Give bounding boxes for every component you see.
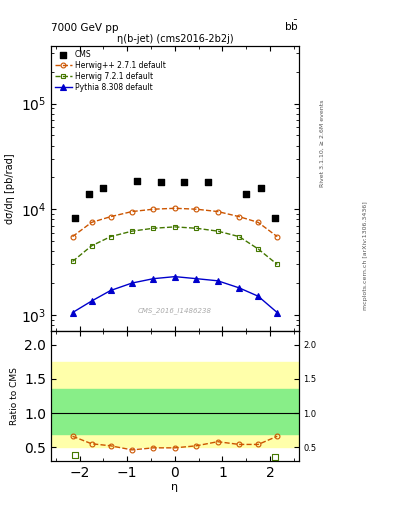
Herwig 7.2.1 default — [256, 246, 261, 252]
Pythia 8.308 default — [89, 298, 94, 304]
CMS — [86, 189, 92, 198]
Herwig++ 2.7.1 default — [151, 206, 156, 212]
Herwig 7.2.1 default — [237, 233, 242, 240]
CMS — [158, 178, 164, 186]
Pythia 8.308 default — [275, 310, 279, 316]
Herwig 7.2.1 default — [70, 259, 75, 265]
Herwig++ 2.7.1 default — [89, 219, 94, 225]
Pythia 8.308 default — [194, 275, 199, 282]
Herwig++ 2.7.1 default — [173, 205, 177, 211]
Pythia 8.308 default — [130, 280, 134, 286]
Text: Rivet 3.1.10, ≥ 2.6M events: Rivet 3.1.10, ≥ 2.6M events — [320, 100, 325, 187]
Point — [272, 453, 278, 461]
Line: Pythia 8.308 default: Pythia 8.308 default — [70, 274, 280, 315]
Herwig++ 2.7.1 default — [215, 208, 220, 215]
Line: Herwig 7.2.1 default: Herwig 7.2.1 default — [70, 224, 280, 267]
Bar — [51, 389, 299, 434]
CMS — [205, 178, 211, 186]
Herwig 7.2.1 default — [194, 225, 199, 231]
Bar — [51, 362, 299, 447]
Herwig++ 2.7.1 default — [130, 208, 134, 215]
Pythia 8.308 default — [256, 293, 261, 300]
CMS — [100, 183, 107, 191]
Herwig++ 2.7.1 default — [275, 233, 279, 240]
Text: CMS_2016_I1486238: CMS_2016_I1486238 — [138, 307, 212, 314]
CMS — [72, 214, 78, 222]
Herwig 7.2.1 default — [151, 225, 156, 231]
Text: mcplots.cern.ch [arXiv:1306.3436]: mcplots.cern.ch [arXiv:1306.3436] — [363, 202, 368, 310]
Pythia 8.308 default — [108, 287, 113, 293]
Herwig 7.2.1 default — [173, 224, 177, 230]
Y-axis label: Ratio to CMS: Ratio to CMS — [10, 367, 19, 425]
Text: b$\bar{\mathrm{b}}$: b$\bar{\mathrm{b}}$ — [284, 19, 299, 33]
CMS — [243, 189, 250, 198]
Herwig 7.2.1 default — [130, 228, 134, 234]
Herwig++ 2.7.1 default — [256, 219, 261, 225]
Pythia 8.308 default — [151, 275, 156, 282]
Herwig 7.2.1 default — [215, 228, 220, 234]
CMS — [134, 177, 140, 185]
CMS — [181, 178, 187, 186]
CMS — [257, 183, 264, 191]
Pythia 8.308 default — [173, 273, 177, 280]
Herwig++ 2.7.1 default — [237, 214, 242, 220]
Pythia 8.308 default — [70, 310, 75, 316]
Herwig++ 2.7.1 default — [108, 214, 113, 220]
Herwig 7.2.1 default — [89, 243, 94, 249]
Point — [72, 451, 78, 459]
X-axis label: η: η — [171, 482, 178, 493]
Pythia 8.308 default — [215, 278, 220, 284]
Herwig++ 2.7.1 default — [194, 206, 199, 212]
Pythia 8.308 default — [237, 285, 242, 291]
Herwig 7.2.1 default — [108, 233, 113, 240]
Line: Herwig++ 2.7.1 default: Herwig++ 2.7.1 default — [70, 206, 280, 239]
Y-axis label: dσ/dη [pb/rad]: dσ/dη [pb/rad] — [6, 153, 15, 224]
Text: 7000 GeV pp: 7000 GeV pp — [51, 23, 119, 33]
Herwig++ 2.7.1 default — [70, 233, 75, 240]
Herwig 7.2.1 default — [275, 261, 279, 267]
Legend: CMS, Herwig++ 2.7.1 default, Herwig 7.2.1 default, Pythia 8.308 default: CMS, Herwig++ 2.7.1 default, Herwig 7.2.… — [53, 48, 167, 93]
Title: η(b-jet) (cms2016-2b2j): η(b-jet) (cms2016-2b2j) — [117, 34, 233, 44]
CMS — [272, 214, 278, 222]
